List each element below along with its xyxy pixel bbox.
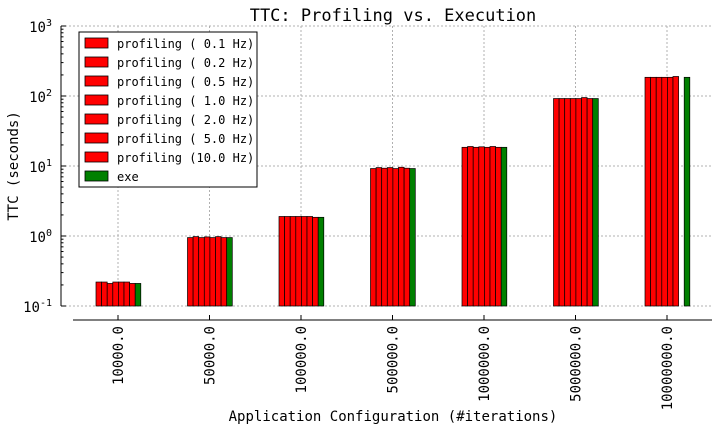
legend-swatch bbox=[84, 151, 109, 163]
y-tick-label: 102 bbox=[29, 88, 52, 106]
bar bbox=[112, 281, 119, 307]
x-tick-label: 5000000.0 bbox=[569, 326, 585, 402]
bar bbox=[586, 98, 594, 307]
legend-label: profiling ( 2.0 Hz) bbox=[117, 113, 254, 127]
bar bbox=[106, 283, 114, 307]
bar bbox=[295, 216, 302, 307]
bar bbox=[484, 146, 491, 307]
bar bbox=[489, 146, 496, 307]
bar bbox=[375, 167, 383, 307]
legend-label: profiling ( 0.5 Hz) bbox=[117, 75, 254, 89]
bar bbox=[478, 146, 485, 307]
bar bbox=[661, 76, 668, 307]
y-tick-label: 101 bbox=[29, 158, 52, 176]
legend-swatch bbox=[84, 75, 109, 87]
bar bbox=[386, 167, 394, 307]
bar bbox=[220, 237, 228, 307]
bar bbox=[398, 166, 405, 307]
x-ticks: 10000.0 50000.0 100000.0 500000.0 1000000.0 5… bbox=[111, 315, 676, 410]
legend-swatch bbox=[84, 94, 109, 106]
bar bbox=[581, 97, 588, 307]
legend-swatch bbox=[84, 56, 109, 68]
bar bbox=[198, 237, 205, 307]
bar bbox=[381, 167, 388, 307]
bar bbox=[226, 237, 233, 307]
bar bbox=[278, 216, 285, 307]
y-tick-label: 10-1 bbox=[23, 298, 52, 316]
bar bbox=[655, 76, 663, 307]
bar bbox=[644, 76, 651, 307]
bar bbox=[403, 167, 411, 307]
legend-label: profiling ( 5.0 Hz) bbox=[117, 132, 254, 146]
bar bbox=[187, 237, 194, 307]
bar bbox=[500, 146, 508, 307]
x-tick-label: 500000.0 bbox=[386, 326, 402, 393]
legend-label: exe bbox=[117, 170, 139, 184]
bar bbox=[575, 98, 582, 307]
legend-label: profiling ( 1.0 Hz) bbox=[117, 94, 254, 108]
bar bbox=[215, 236, 222, 307]
bar bbox=[95, 281, 102, 307]
legend-box bbox=[78, 31, 258, 188]
bar bbox=[209, 237, 216, 307]
bar bbox=[118, 281, 125, 307]
bar bbox=[553, 98, 560, 307]
x-tick-label: 10000000.0 bbox=[660, 326, 676, 410]
bar bbox=[461, 146, 468, 307]
bar bbox=[123, 281, 130, 307]
bar bbox=[289, 216, 297, 307]
bar bbox=[650, 76, 657, 307]
y-ticks: 10-1 100 101 102 103 bbox=[23, 18, 66, 316]
bar bbox=[558, 98, 566, 307]
bar bbox=[467, 146, 474, 307]
chart-title: TTC: Profiling vs. Execution bbox=[250, 6, 537, 26]
legend-swatch bbox=[84, 113, 109, 125]
bar bbox=[672, 76, 679, 307]
bar bbox=[306, 216, 313, 307]
bar bbox=[101, 281, 108, 307]
x-axis-label: Application Configuration (#iterations) bbox=[229, 409, 558, 425]
bar bbox=[569, 98, 577, 307]
bar bbox=[203, 236, 211, 307]
bar bbox=[683, 76, 691, 307]
bar bbox=[472, 146, 480, 307]
bar bbox=[312, 216, 319, 307]
bar bbox=[301, 216, 308, 307]
y-tick-label: 103 bbox=[29, 18, 52, 36]
legend-swatch bbox=[84, 132, 109, 144]
legend-swatch bbox=[84, 37, 109, 49]
legend-label: profiling ( 0.2 Hz) bbox=[117, 56, 254, 70]
x-tick-label: 50000.0 bbox=[203, 326, 219, 385]
bar bbox=[129, 283, 136, 307]
bar bbox=[284, 216, 291, 307]
bar bbox=[317, 216, 325, 307]
legend: profiling ( 0.1 Hz) profiling ( 0.2 Hz) pr… bbox=[78, 31, 258, 188]
bar bbox=[409, 168, 416, 307]
legend-label: profiling (10.0 Hz) bbox=[117, 151, 254, 165]
bars bbox=[95, 76, 691, 307]
legend-swatch bbox=[84, 170, 109, 182]
bar bbox=[134, 283, 142, 307]
y-axis-label: TTC (seconds) bbox=[6, 111, 22, 221]
y-tick-label: 100 bbox=[29, 228, 52, 246]
bar bbox=[592, 98, 599, 307]
legend-label: profiling ( 0.1 Hz) bbox=[117, 37, 254, 51]
x-tick-label: 1000000.0 bbox=[477, 326, 493, 402]
bar bbox=[392, 168, 399, 307]
x-tick-label: 10000.0 bbox=[111, 326, 127, 385]
x-tick-label: 100000.0 bbox=[294, 326, 310, 393]
bar bbox=[564, 98, 571, 307]
bar bbox=[667, 76, 674, 307]
bar bbox=[495, 146, 502, 307]
bar bbox=[370, 168, 377, 307]
bar bbox=[192, 236, 200, 307]
